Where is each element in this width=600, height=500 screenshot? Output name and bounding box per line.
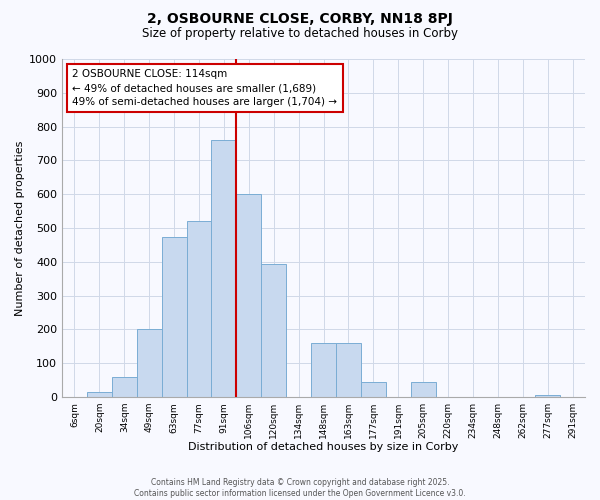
Bar <box>410 382 436 397</box>
Text: 2, OSBOURNE CLOSE, CORBY, NN18 8PJ: 2, OSBOURNE CLOSE, CORBY, NN18 8PJ <box>147 12 453 26</box>
Bar <box>361 382 386 397</box>
Bar <box>187 222 211 397</box>
Bar <box>112 377 137 397</box>
Bar <box>236 194 261 397</box>
Y-axis label: Number of detached properties: Number of detached properties <box>15 140 25 316</box>
Bar <box>161 236 187 397</box>
Bar <box>535 396 560 397</box>
Bar <box>211 140 236 397</box>
Text: Contains HM Land Registry data © Crown copyright and database right 2025.
Contai: Contains HM Land Registry data © Crown c… <box>134 478 466 498</box>
Bar <box>336 343 361 397</box>
Text: 2 OSBOURNE CLOSE: 114sqm
← 49% of detached houses are smaller (1,689)
49% of sem: 2 OSBOURNE CLOSE: 114sqm ← 49% of detach… <box>73 69 337 107</box>
Bar <box>87 392 112 397</box>
X-axis label: Distribution of detached houses by size in Corby: Distribution of detached houses by size … <box>188 442 459 452</box>
Bar <box>137 330 161 397</box>
Bar <box>311 343 336 397</box>
Text: Size of property relative to detached houses in Corby: Size of property relative to detached ho… <box>142 28 458 40</box>
Bar <box>261 264 286 397</box>
